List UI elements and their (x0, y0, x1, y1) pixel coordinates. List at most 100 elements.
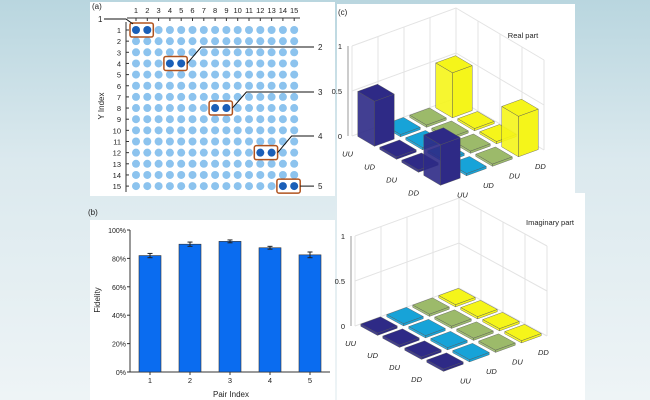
atom (143, 59, 152, 68)
atom (278, 48, 287, 57)
bar-x-tick-label: 4 (268, 376, 272, 385)
col-label: UU (457, 190, 468, 199)
column-tick-label: 8 (213, 6, 217, 15)
bar-top-face (457, 111, 495, 129)
z-tick-label: 1 (338, 42, 342, 51)
atom (132, 104, 140, 113)
column-tick-label: 5 (179, 6, 183, 15)
row-tick-label: 1 (117, 26, 121, 35)
row-tick-label: 13 (113, 160, 121, 169)
bar-top-face (357, 83, 395, 102)
atom (165, 182, 174, 191)
col-label: DU (509, 171, 520, 180)
atom (199, 115, 208, 124)
atom (165, 70, 174, 79)
atom (143, 126, 152, 135)
atom (132, 148, 140, 157)
pair-label: 4 (318, 132, 323, 141)
atom (267, 26, 276, 34)
atom (267, 126, 276, 135)
atom (177, 182, 186, 191)
highlighted-atom (177, 59, 186, 68)
panel-label-b: (b) (88, 208, 98, 217)
row-tick-label: 4 (117, 59, 121, 68)
col-label: DD (538, 348, 549, 357)
atom (245, 137, 253, 146)
atom (256, 70, 265, 79)
row-tick-label: 12 (113, 149, 121, 158)
atom (211, 92, 220, 101)
bar-top-face (386, 307, 424, 324)
atom (278, 59, 287, 68)
atom (165, 81, 174, 90)
atom (132, 59, 140, 68)
atom (177, 126, 186, 135)
row-label: DD (408, 189, 419, 198)
column-tick-label: 4 (168, 6, 172, 15)
atom (188, 182, 197, 191)
atom (245, 115, 253, 124)
z-tick-label: 0 (341, 322, 345, 331)
atom (222, 70, 231, 79)
panel-label-a: (a) (92, 2, 102, 11)
grid-line (351, 7, 545, 61)
atom (188, 170, 197, 179)
bar-x-tick-label: 5 (308, 376, 312, 385)
row-label: DU (389, 363, 400, 372)
bar-x-tick-label: 2 (188, 376, 192, 385)
atom (188, 126, 197, 135)
z-tick-label: 0.5 (332, 87, 342, 96)
atom (233, 92, 242, 101)
col-label: UD (486, 367, 497, 376)
bar-front-face (440, 137, 461, 186)
atom (199, 137, 208, 146)
atom (245, 159, 253, 168)
highlighted-atom (278, 182, 287, 191)
atom (154, 159, 163, 168)
atom (267, 70, 276, 79)
bar-top-face (438, 288, 476, 305)
bar-top-face (452, 343, 490, 360)
atom (222, 170, 231, 179)
bar-front-face (452, 65, 473, 119)
atom (132, 92, 140, 101)
bar-x-tick-label: 1 (148, 376, 152, 385)
column-tick-label: 3 (157, 6, 161, 15)
column-tick-label: 7 (202, 6, 206, 15)
atom (165, 126, 174, 135)
atom (165, 170, 174, 179)
atom (267, 37, 276, 46)
atom (245, 26, 253, 34)
atom (177, 159, 186, 168)
atom (199, 159, 208, 168)
atom (177, 148, 186, 157)
atom (177, 137, 186, 146)
z-tick-label: 0.5 (335, 277, 345, 286)
bar (258, 247, 282, 373)
atom (267, 115, 276, 124)
atom (267, 59, 276, 68)
column-tick-label: 10 (234, 6, 242, 15)
atom (256, 37, 265, 46)
atom (290, 170, 299, 179)
atom (165, 115, 174, 124)
atom (154, 126, 163, 135)
atom (278, 92, 287, 101)
bar-top-face (482, 312, 520, 329)
atom (177, 81, 186, 90)
highlighted-atom (267, 148, 276, 157)
bar-top-face (460, 300, 498, 317)
atom (154, 115, 163, 124)
atom (267, 170, 276, 179)
atom (188, 92, 197, 101)
atom (245, 170, 253, 179)
atom (290, 92, 299, 101)
atom (267, 137, 276, 146)
atom (290, 148, 299, 157)
bar-y-tick-label: 100% (108, 228, 126, 235)
bar-top-face (475, 146, 513, 165)
atom (188, 148, 197, 157)
atom (290, 137, 299, 146)
atom (278, 70, 287, 79)
atom (199, 81, 208, 90)
